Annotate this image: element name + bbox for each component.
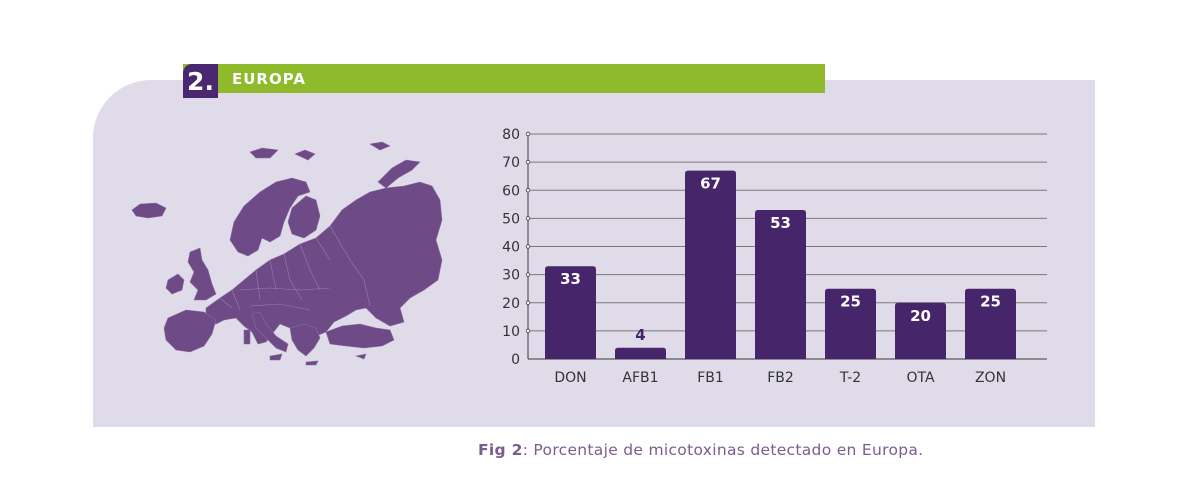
x-tick-label: AFB1 (622, 370, 658, 386)
x-tick-label: DON (554, 370, 586, 386)
y-tick-marker (525, 328, 531, 334)
y-tick-label: 30 (502, 268, 520, 284)
bar-t-2 (825, 288, 876, 359)
y-tick-label: 50 (502, 211, 520, 227)
y-tick-label: 60 (502, 183, 520, 199)
section-title: EUROPA (232, 70, 306, 88)
y-tick-label: 40 (502, 240, 520, 256)
caption-prefix: Fig 2 (478, 441, 523, 459)
bar-fb1 (685, 170, 736, 359)
section-header-bar (183, 64, 825, 93)
y-tick-marker (525, 188, 531, 193)
bar-chart: 0 10 20 30 40 50 60 70 80 33 DON 4 AFB1 67 FB1 53 FB2 25 T… (502, 127, 1047, 386)
x-tick-label: OTA (906, 370, 934, 386)
data-label: 53 (770, 214, 791, 232)
y-tick-label: 20 (502, 296, 520, 312)
bar-zon (965, 288, 1016, 359)
x-tick-label: ZON (975, 370, 1006, 386)
y-tick-marker (525, 244, 531, 249)
y-tick-marker (525, 131, 531, 137)
bar-ota (895, 302, 946, 359)
europe-map-icon (131, 141, 443, 366)
data-label: 25 (980, 293, 1001, 311)
y-tick-marker (525, 216, 531, 221)
bar-afb1 (615, 347, 666, 359)
data-label: 4 (635, 326, 645, 344)
section-number-badge: 2. (183, 64, 218, 98)
y-tick-marker (525, 300, 531, 305)
y-tick-label: 0 (511, 352, 520, 368)
bar-don (545, 266, 596, 359)
data-label: 25 (840, 293, 861, 311)
caption-text: : Porcentaje de micotoxinas detectado en… (522, 441, 924, 459)
data-label: 33 (560, 270, 581, 288)
y-tick-label: 80 (502, 127, 520, 143)
figure-caption: Fig 2: Porcentaje de micotoxinas detecta… (478, 441, 923, 459)
x-tick-label: FB1 (697, 370, 724, 386)
y-tick-label: 10 (502, 324, 520, 340)
y-tick-label: 70 (502, 155, 520, 171)
y-tick-marker (525, 272, 531, 277)
data-label: 20 (910, 307, 931, 325)
x-tick-label: T-2 (839, 370, 861, 386)
y-tick-marker (525, 159, 531, 165)
data-label: 67 (700, 175, 721, 193)
bar-fb2 (755, 209, 806, 359)
content-panel (93, 80, 1095, 427)
x-tick-label: FB2 (767, 370, 794, 386)
